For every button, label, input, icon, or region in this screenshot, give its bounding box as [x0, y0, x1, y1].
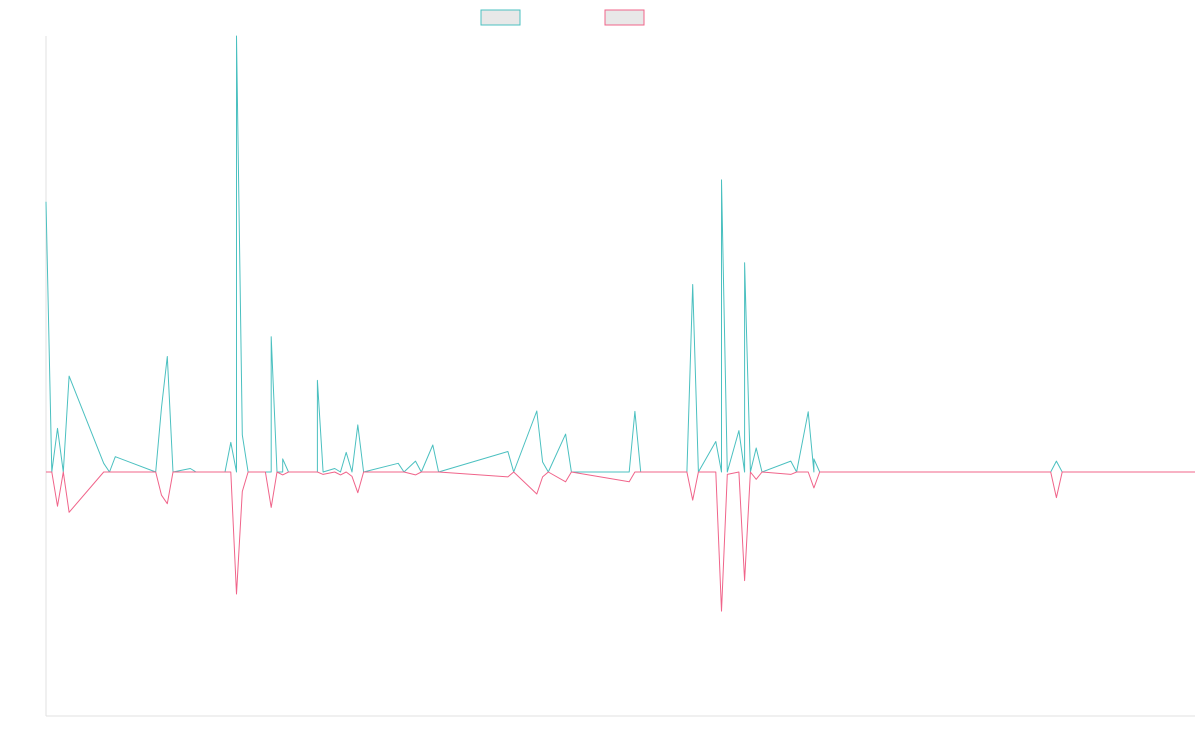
- series-line-1: [45, 35, 1195, 473]
- legend-swatch-series-2: [604, 9, 645, 26]
- legend: [480, 9, 645, 26]
- plot-area: [45, 35, 1195, 612]
- axes: [45, 36, 1195, 717]
- series-line-2: [46, 471, 1195, 612]
- legend-swatch-series-1: [480, 9, 521, 26]
